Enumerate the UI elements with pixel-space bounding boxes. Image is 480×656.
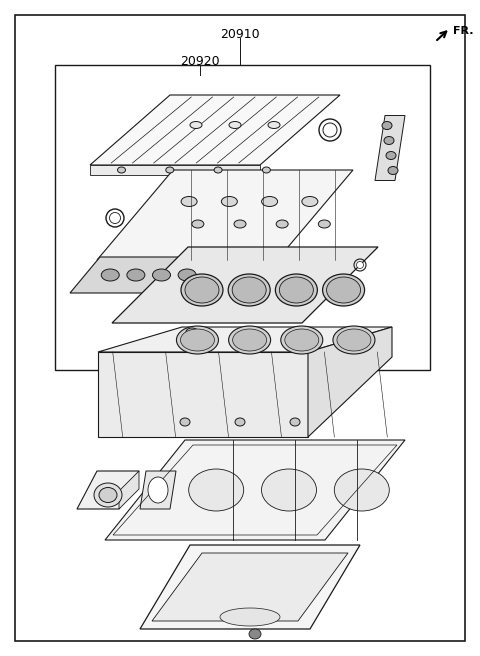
Ellipse shape bbox=[181, 197, 197, 207]
Polygon shape bbox=[70, 257, 210, 293]
Ellipse shape bbox=[99, 487, 117, 502]
Polygon shape bbox=[98, 352, 308, 437]
Polygon shape bbox=[97, 260, 277, 275]
Ellipse shape bbox=[276, 274, 317, 306]
Ellipse shape bbox=[186, 328, 198, 336]
Ellipse shape bbox=[357, 262, 363, 268]
Ellipse shape bbox=[281, 326, 323, 354]
Ellipse shape bbox=[127, 269, 145, 281]
Ellipse shape bbox=[285, 329, 319, 351]
Ellipse shape bbox=[233, 329, 266, 351]
Ellipse shape bbox=[178, 269, 196, 281]
Ellipse shape bbox=[323, 123, 337, 137]
Ellipse shape bbox=[221, 197, 237, 207]
Polygon shape bbox=[77, 471, 139, 509]
Polygon shape bbox=[140, 471, 176, 509]
Ellipse shape bbox=[232, 277, 266, 303]
Ellipse shape bbox=[190, 121, 202, 129]
Ellipse shape bbox=[268, 121, 280, 129]
Ellipse shape bbox=[318, 220, 330, 228]
Ellipse shape bbox=[185, 277, 219, 303]
Ellipse shape bbox=[382, 121, 392, 129]
Polygon shape bbox=[90, 165, 260, 175]
Ellipse shape bbox=[323, 274, 365, 306]
Ellipse shape bbox=[109, 213, 120, 224]
Ellipse shape bbox=[228, 326, 271, 354]
Polygon shape bbox=[140, 545, 360, 629]
Ellipse shape bbox=[388, 167, 398, 174]
Ellipse shape bbox=[181, 274, 223, 306]
Ellipse shape bbox=[262, 469, 316, 511]
Ellipse shape bbox=[94, 483, 122, 507]
Ellipse shape bbox=[148, 477, 168, 503]
Polygon shape bbox=[308, 327, 392, 437]
Text: 20910: 20910 bbox=[220, 28, 260, 41]
Ellipse shape bbox=[192, 220, 204, 228]
Text: 20920: 20920 bbox=[180, 55, 220, 68]
Polygon shape bbox=[112, 247, 378, 323]
Ellipse shape bbox=[279, 277, 313, 303]
Polygon shape bbox=[97, 170, 353, 260]
Ellipse shape bbox=[290, 418, 300, 426]
Polygon shape bbox=[375, 115, 405, 180]
Ellipse shape bbox=[234, 220, 246, 228]
Ellipse shape bbox=[177, 326, 218, 354]
Ellipse shape bbox=[118, 167, 125, 173]
Ellipse shape bbox=[220, 608, 280, 626]
Ellipse shape bbox=[214, 167, 222, 173]
Polygon shape bbox=[98, 327, 392, 352]
Ellipse shape bbox=[229, 121, 241, 129]
Ellipse shape bbox=[326, 277, 360, 303]
Bar bbox=[55, 65, 430, 370]
Ellipse shape bbox=[334, 469, 389, 511]
Ellipse shape bbox=[166, 167, 174, 173]
Ellipse shape bbox=[153, 269, 170, 281]
Ellipse shape bbox=[101, 269, 119, 281]
Ellipse shape bbox=[180, 418, 190, 426]
Text: FR.: FR. bbox=[453, 26, 473, 36]
Polygon shape bbox=[90, 95, 340, 165]
Ellipse shape bbox=[235, 418, 245, 426]
Ellipse shape bbox=[337, 329, 371, 351]
Polygon shape bbox=[105, 440, 405, 540]
Ellipse shape bbox=[276, 220, 288, 228]
Ellipse shape bbox=[263, 167, 270, 173]
Ellipse shape bbox=[180, 329, 215, 351]
Polygon shape bbox=[152, 553, 348, 621]
Ellipse shape bbox=[302, 197, 318, 207]
Ellipse shape bbox=[189, 469, 244, 511]
Ellipse shape bbox=[386, 152, 396, 159]
Ellipse shape bbox=[228, 274, 270, 306]
Ellipse shape bbox=[333, 326, 375, 354]
Polygon shape bbox=[119, 471, 139, 509]
Ellipse shape bbox=[249, 629, 261, 639]
Ellipse shape bbox=[262, 197, 277, 207]
Ellipse shape bbox=[384, 136, 394, 144]
